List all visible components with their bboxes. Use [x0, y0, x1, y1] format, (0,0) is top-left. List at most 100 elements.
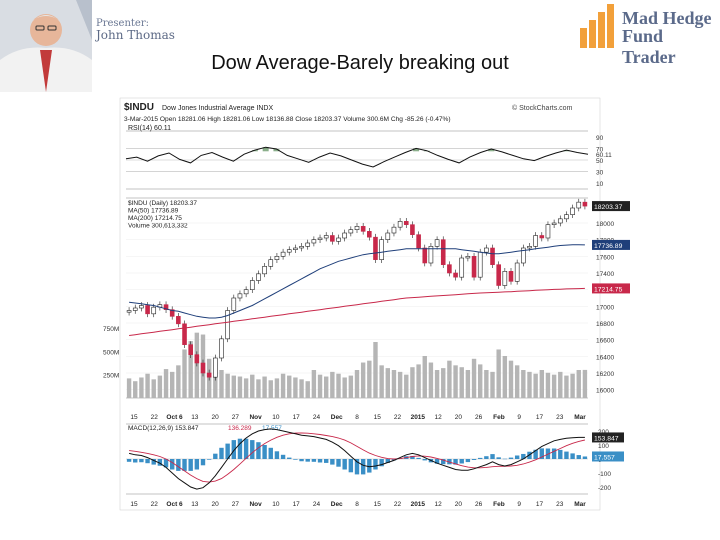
- volume-bar: [570, 373, 575, 398]
- candle-body: [521, 247, 526, 264]
- macd-hist-bar: [200, 459, 206, 466]
- macd-hist-bar: [256, 442, 261, 459]
- macd-hist-bar: [496, 457, 501, 459]
- macd-hist-bar: [367, 459, 372, 473]
- candle-body: [354, 226, 360, 230]
- macd-hist-bar: [360, 459, 366, 475]
- volume-bar: [287, 375, 292, 398]
- x-tick-label-bottom: Nov: [249, 501, 262, 508]
- macd-hist-bar: [145, 459, 150, 464]
- volume-bar: [139, 377, 144, 398]
- volume-bar: [262, 376, 267, 398]
- candle-body: [508, 271, 514, 282]
- volume-bar: [126, 378, 132, 398]
- macd-value-tag-bg: [592, 432, 624, 443]
- macd-hist-bar: [570, 453, 575, 459]
- mad-hedge-logo: Mad Hedge Fund Trader: [578, 2, 718, 67]
- volume-bar: [502, 356, 508, 398]
- macd-hist-bar: [274, 451, 280, 459]
- candle-body: [176, 316, 181, 325]
- candle-body: [206, 372, 212, 378]
- macd-hist-bar: [225, 443, 230, 459]
- candle-body: [311, 239, 317, 244]
- candle-body: [132, 307, 138, 311]
- volume-bar: [490, 371, 495, 398]
- volume-bar: [317, 374, 323, 398]
- macd-hist-bar: [551, 448, 557, 459]
- volume-bar: [576, 370, 581, 398]
- candle-body: [373, 236, 378, 260]
- candle-body: [428, 246, 434, 264]
- presenter-block: Presenter: John Thomas: [0, 0, 190, 92]
- volume-bar: [551, 374, 557, 398]
- x-tick-label-bottom: 10: [272, 501, 280, 508]
- index-name: Dow Jones Industrial Average INDX: [162, 105, 273, 112]
- volume-bar: [280, 373, 286, 398]
- candle-body: [385, 232, 391, 240]
- price-y-tick: 18000: [596, 221, 614, 228]
- volume-bar: [256, 379, 261, 398]
- macd-hist-bar: [521, 453, 526, 459]
- volume-bar: [545, 372, 551, 398]
- volume-bar: [416, 364, 421, 398]
- volume-bar: [391, 370, 397, 398]
- volume-bar: [219, 370, 224, 398]
- x-tick-label-bottom: 17: [536, 501, 544, 508]
- x-tick-label: 15: [374, 414, 382, 421]
- macd-hist-bar: [342, 459, 347, 470]
- macd-hist-bar: [558, 449, 563, 459]
- macd-hist-bar: [502, 458, 508, 460]
- candle-body: [249, 280, 255, 290]
- candle-body: [336, 237, 341, 242]
- macd-hist-legend: 17.557: [262, 425, 282, 432]
- logo-line-1: Mad Hedge: [622, 8, 712, 28]
- macd-hist-bar: [287, 457, 292, 459]
- volume-bar: [379, 365, 384, 398]
- macd-hist-bar: [484, 456, 489, 459]
- candle-body: [576, 201, 582, 209]
- candle-body: [188, 344, 193, 355]
- volume-bar: [478, 364, 483, 398]
- candle-body: [194, 354, 200, 364]
- volume-bar: [397, 371, 403, 398]
- ticker-label: $INDU: [124, 102, 154, 113]
- volume-bar: [342, 377, 347, 398]
- price-y-tick: 16000: [596, 388, 614, 395]
- x-tick-label: 24: [313, 414, 321, 421]
- macd-hist-bar: [157, 459, 163, 466]
- macd-hist-bar: [305, 459, 310, 462]
- rsi-overbought-fill: [563, 150, 570, 152]
- volume-tick: 750M: [103, 326, 119, 333]
- logo-line-2: Fund Trader: [622, 26, 676, 67]
- x-tick-label: Dec: [331, 414, 343, 421]
- candle-body: [262, 266, 267, 275]
- volume-bar: [508, 360, 514, 398]
- macd-y-tick: -200: [598, 485, 611, 492]
- macd-hist-tag-bg: [592, 451, 624, 462]
- macd-hist-bar: [133, 459, 138, 463]
- volume-bar: [484, 370, 489, 398]
- x-tick-label-bottom: Feb: [493, 501, 505, 508]
- x-tick-label: 22: [394, 414, 402, 421]
- volume-bar: [293, 377, 298, 398]
- macd-hist-bar: [533, 449, 538, 459]
- candle-body: [410, 224, 415, 235]
- rsi-line: [125, 146, 589, 168]
- x-tick-label-bottom: 20: [211, 501, 219, 508]
- x-tick-label-bottom: 24: [313, 501, 321, 508]
- presenter-photo: [0, 0, 92, 92]
- x-tick-label-bottom: Dec: [331, 501, 343, 508]
- quote-line: 3-Mar-2015 Open 18281.06 High 18281.06 L…: [124, 116, 451, 123]
- rsi-overbought-fill: [488, 148, 495, 152]
- macd-hist-bar: [576, 455, 581, 459]
- x-tick-label-bottom: 15: [130, 501, 138, 508]
- macd-hist-bar: [126, 459, 132, 462]
- macd-hist-bar: [170, 459, 175, 470]
- candle-body: [286, 249, 292, 253]
- macd-value-tag: 153.847: [594, 435, 619, 442]
- macd-line: [128, 428, 585, 490]
- candle-body: [440, 239, 446, 265]
- price-y-tick: 16800: [596, 321, 614, 328]
- volume-tick: 250M: [103, 373, 119, 380]
- x-tick-label: 17: [293, 414, 301, 421]
